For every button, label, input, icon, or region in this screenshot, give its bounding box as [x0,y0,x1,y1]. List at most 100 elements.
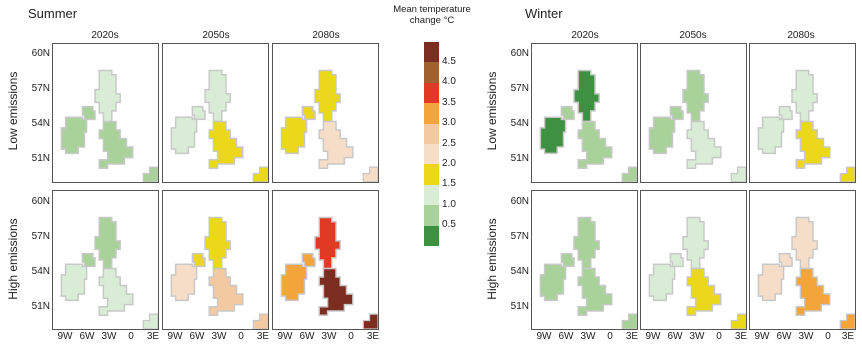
region-scotland [204,69,231,123]
legend-color-band [424,184,439,206]
lon-label-6w: 6W [776,331,792,342]
map-svg [539,216,637,329]
lon-label-6w: 6W [79,331,95,342]
map-winter-high-2080s [749,190,856,330]
continent-region [839,166,855,182]
lon-label-0: 0 [716,331,722,342]
lon-label-3e: 3E [625,331,639,342]
lat-label-51n: 51N [510,153,529,164]
lat-label-57n: 57N [510,83,529,94]
region-england [686,267,722,316]
map-svg [170,216,268,329]
region-ireland [648,263,676,302]
lon-label-3w: 3W [798,331,814,342]
region-ireland [539,116,567,155]
map-summer-low-2020s [52,43,159,183]
region-ireland [539,263,567,302]
map-summer-low-2050s [162,43,269,183]
lat-label-54n: 54N [31,266,50,277]
region-ni [778,252,793,268]
lon-label-3e: 3E [256,331,270,342]
region-ni [669,252,684,268]
lat-label-57n: 57N [31,83,50,94]
legend-color-band [424,205,439,227]
map-summer-low-2080s [272,43,379,183]
region-ireland [648,116,676,155]
region-ireland [280,116,308,155]
lon-label-6w: 6W [667,331,683,342]
lon-label-6w: 6W [189,331,205,342]
legend-title-line1: Mean temperature [393,4,471,15]
legend-color-bar [424,42,439,247]
lon-label-3w: 3W [211,331,227,342]
legend-tick-1-0: 1.0 [442,199,456,210]
lon-label-9w: 9W [754,331,770,342]
region-england [795,120,831,169]
row-label-summer-high: High emissions [6,218,20,300]
map-svg [60,69,158,182]
region-scotland [573,69,600,123]
map-svg [280,69,378,182]
region-scotland [204,216,231,270]
lat-label-54n: 54N [31,118,50,129]
map-svg [648,216,746,329]
lon-label-0: 0 [607,331,613,342]
legend-color-band [424,62,439,84]
region-ni [778,105,793,121]
region-ireland [280,263,308,302]
region-ireland [60,263,88,302]
map-winter-low-2020s [531,43,638,183]
region-ireland [757,116,785,155]
legend-color-band [424,164,439,186]
legend-tick-3-5: 3.5 [442,97,456,108]
decade-header-summer-2050s: 2050s [202,30,230,41]
region-ireland [60,116,88,155]
continent-region [730,313,746,329]
region-ireland [170,263,198,302]
lat-label-60n: 60N [31,196,50,207]
region-england [795,267,831,316]
region-england [577,267,613,316]
legend-tick-1-5: 1.5 [442,178,456,189]
legend-tick-4-0: 4.0 [442,76,456,87]
lon-label-3w: 3W [580,331,596,342]
map-winter-high-2050s [640,190,747,330]
winter-title: Winter [525,6,563,21]
region-ni [301,252,316,268]
decade-header-winter-2080s: 2080s [787,30,815,41]
continent-region [252,166,268,182]
row-label-summer-low: Low emissions [6,71,20,151]
region-ni [669,105,684,121]
lat-label-60n: 60N [510,48,529,59]
row-label-winter-high: High emissions [485,218,499,300]
region-ni [191,252,206,268]
decade-header-winter-2050s: 2050s [679,30,707,41]
continent-region [142,166,158,182]
continent-region [621,313,637,329]
region-scotland [682,216,709,270]
map-winter-low-2050s [640,43,747,183]
lat-label-51n: 51N [31,153,50,164]
lon-label-9w: 9W [277,331,293,342]
legend-color-band [424,42,439,63]
lon-label-3e: 3E [841,331,855,342]
lat-label-54n: 54N [510,266,529,277]
lon-label-9w: 9W [645,331,661,342]
continent-region [839,313,855,329]
map-svg [539,69,637,182]
region-scotland [94,69,121,123]
region-ni [191,105,206,121]
region-scotland [682,69,709,123]
map-summer-high-2020s [52,190,159,330]
region-ireland [170,116,198,155]
legend-title-line2: change °C [409,15,455,26]
map-summer-high-2080s [272,190,379,330]
row-label-winter-low: Low emissions [485,71,499,151]
region-england [686,120,722,169]
lat-label-54n: 54N [510,118,529,129]
lon-label-9w: 9W [57,331,73,342]
legend-color-band [424,123,439,145]
region-scotland [94,216,121,270]
map-svg [280,216,378,329]
lon-label-0: 0 [128,331,134,342]
